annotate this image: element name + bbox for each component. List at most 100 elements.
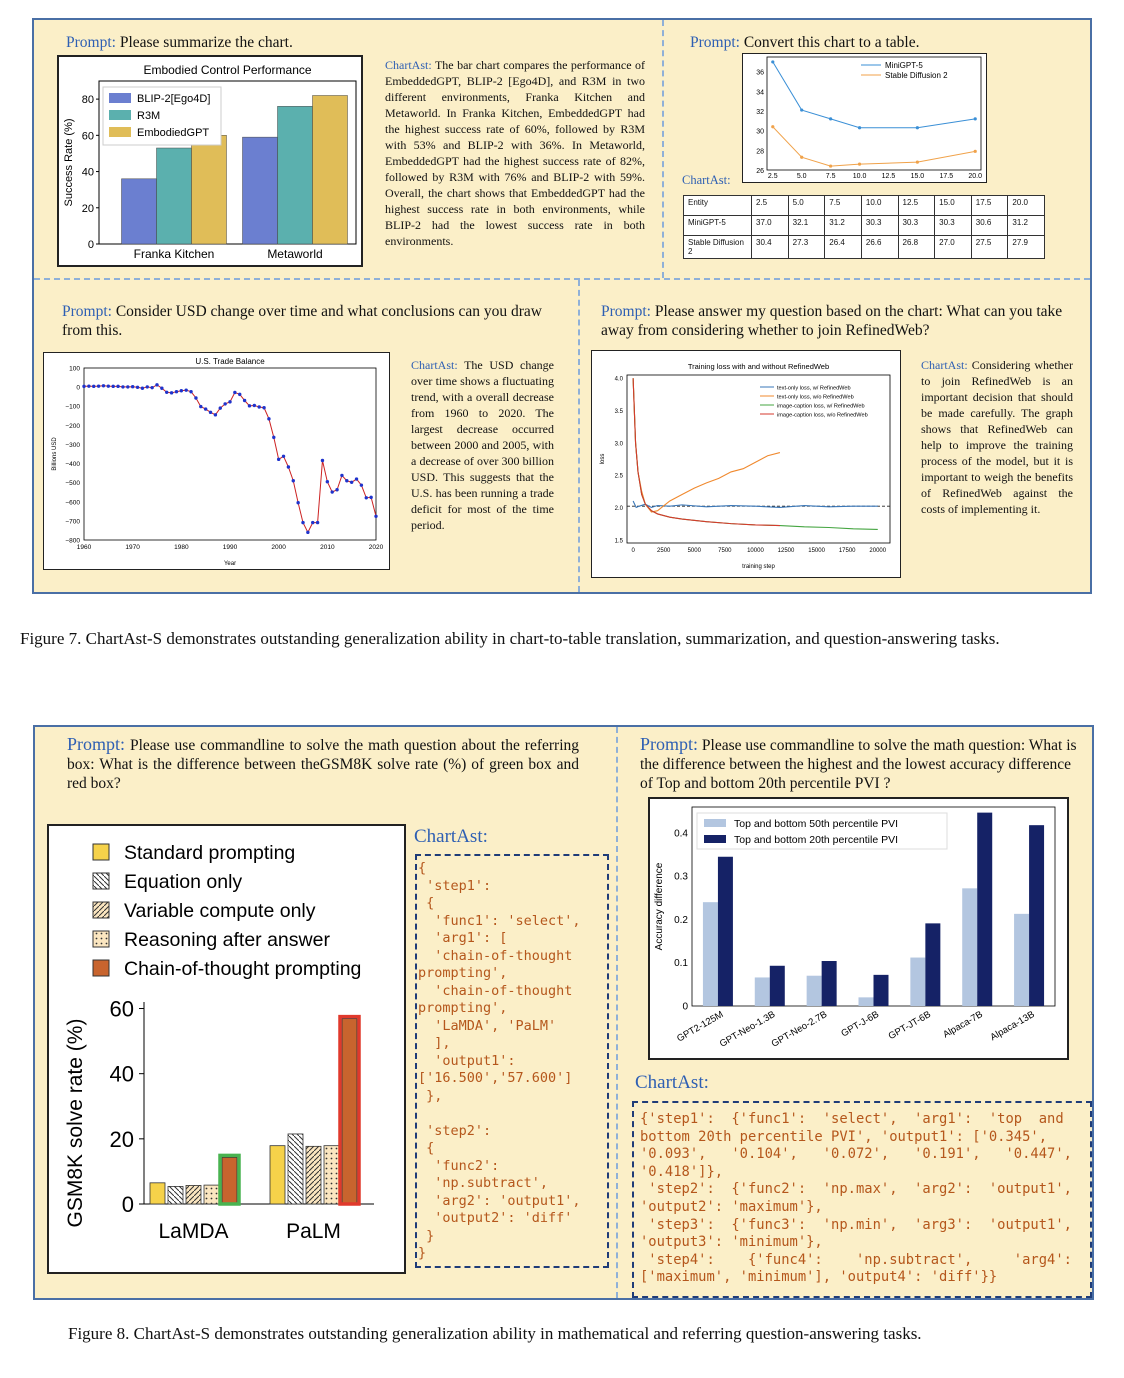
data-point [184, 388, 188, 392]
divider [34, 278, 1090, 280]
chart-title: Training loss with and without RefinedWe… [688, 362, 829, 371]
legend-label: image-caption loss, w/ RefinedWeb [777, 404, 865, 410]
y-axis-label: Success Rate (%) [63, 118, 75, 206]
x-tick-label: 2000 [271, 544, 286, 551]
bar [121, 178, 157, 245]
data-point [87, 384, 91, 388]
bar [242, 136, 278, 245]
bar [1014, 913, 1030, 1006]
pvi-chart: Accuracy difference 0 0.1 0.2 0.3 0.4 GPT2-125… [648, 797, 1069, 1060]
divider [616, 727, 618, 1298]
data-point [973, 149, 977, 153]
x-tick-label: GPT-Neo-1.3B [718, 1009, 777, 1050]
y-tick-label: 80 [82, 94, 94, 106]
y-tick-label: 60 [82, 130, 94, 142]
table-row: MiniGPT-5 37.0 32.1 31.2 30.3 30.3 30.3 30.6 31.… [683, 215, 1045, 236]
data-point [213, 413, 218, 417]
y-tick-label: −800 [65, 538, 80, 545]
pvi-ast-label: ChartAst: [635, 1072, 709, 1093]
legend-label: text-only loss, w/ RefinedWeb [777, 386, 851, 392]
pvi-code: {'step1': {'func1': 'select', 'arg1': 't… [640, 1111, 1072, 1286]
x-tick-label: 2010 [320, 544, 335, 551]
y-tick-label: 32 [756, 109, 764, 116]
data-point [320, 458, 325, 463]
bar [269, 1145, 286, 1205]
data-point [349, 480, 354, 484]
bar [977, 812, 993, 1006]
data-point [800, 155, 804, 159]
table-row: Stable Diffusion 2 30.4 27.3 26.4 26.6 26.8 27… [683, 235, 1045, 259]
legend-swatch [92, 959, 110, 977]
data-point [92, 384, 96, 389]
legend-label: R3M [137, 110, 160, 122]
converted-table: Entity 2.5 5.0 7.5 10.0 12.5 15.0 17.5 20.0 MiniG… [683, 195, 1045, 259]
minigpt-chart: 26 28 30 32 34 36 2.5 5.0 7.5 10.0 12.5 15.0 17.5 20.… [742, 53, 987, 183]
bar [769, 965, 785, 1006]
bar [962, 888, 978, 1006]
pvi-code-box [632, 1101, 1092, 1298]
legend-label: MiniGPT-5 [885, 61, 923, 70]
data-point [857, 126, 862, 130]
legend-label: Top and bottom 50th percentile PVI [734, 818, 898, 830]
x-tick-label: 15000 [808, 548, 825, 554]
data-point [101, 384, 106, 388]
table-cell: 5.0 [787, 195, 826, 216]
series-line [632, 378, 781, 513]
data-point [82, 384, 86, 389]
y-tick-label: 20 [110, 1127, 134, 1152]
bar [702, 902, 718, 1006]
figure8-caption: Figure 8. ChartAst-S demonstrates outsta… [68, 1324, 922, 1343]
data-point [130, 385, 135, 389]
y-tick-label: 3.0 [615, 441, 624, 447]
data-point [306, 530, 310, 535]
x-tick-label: 17.5 [939, 173, 953, 180]
table-cell: 26.4 [824, 235, 862, 259]
data-point [272, 435, 276, 440]
data-point [106, 384, 111, 388]
y-tick-label: 28 [756, 148, 764, 155]
data-point [242, 398, 247, 403]
minigpt-chart-svg: 26 28 30 32 34 36 2.5 5.0 7.5 10.0 12.5 15.0 17.5 20.… [756, 56, 982, 180]
legend-label: Chain-of-thought prompting [124, 958, 361, 980]
data-point [252, 403, 257, 408]
plot-frame [98, 80, 357, 245]
data-point [233, 390, 237, 395]
data-point [169, 391, 174, 395]
usd-answer: ChartAst: The USD change over time shows… [411, 358, 554, 532]
x-tick-label: 15.0 [911, 173, 925, 180]
divider [578, 280, 580, 592]
table-cell: 27.0 [934, 235, 972, 259]
data-point [915, 126, 919, 130]
data-point [140, 386, 145, 390]
table-cell: 31.2 [1007, 215, 1045, 236]
data-point [116, 384, 120, 389]
x-tick-label: 12.5 [882, 173, 896, 180]
y-tick-label: 0.1 [674, 958, 688, 969]
y-tick-label: 40 [110, 1062, 134, 1087]
table-cell: 17.5 [970, 195, 1009, 216]
table-cell: 30.3 [897, 215, 936, 236]
data-point [155, 383, 159, 387]
x-tick-label: 0 [631, 548, 635, 554]
y-tick-label: 1.5 [615, 538, 624, 544]
data-point [829, 117, 833, 121]
y-tick-label: −400 [65, 461, 80, 468]
x-tick-label: Alpaca-7B [941, 1009, 984, 1040]
data-point [335, 488, 339, 492]
x-tick-label: Metaworld [267, 247, 322, 261]
bar [341, 1018, 358, 1205]
legend-swatch [109, 110, 131, 120]
data-point [160, 386, 164, 390]
y-tick-label: −200 [65, 423, 80, 430]
legend-swatch [92, 930, 110, 948]
y-tick-label: 0 [682, 1002, 688, 1013]
prompt-summarize: Prompt: Please summarize the chart. [66, 34, 293, 51]
chart-title: Embodied Control Performance [143, 63, 311, 77]
highlight-box [338, 1014, 361, 1206]
table-cell: 27.3 [787, 235, 826, 259]
data-point [150, 385, 154, 390]
data-point [325, 480, 330, 484]
data-point [973, 117, 977, 121]
bar [191, 135, 227, 245]
table-cell: MiniGPT-5 [683, 215, 752, 236]
